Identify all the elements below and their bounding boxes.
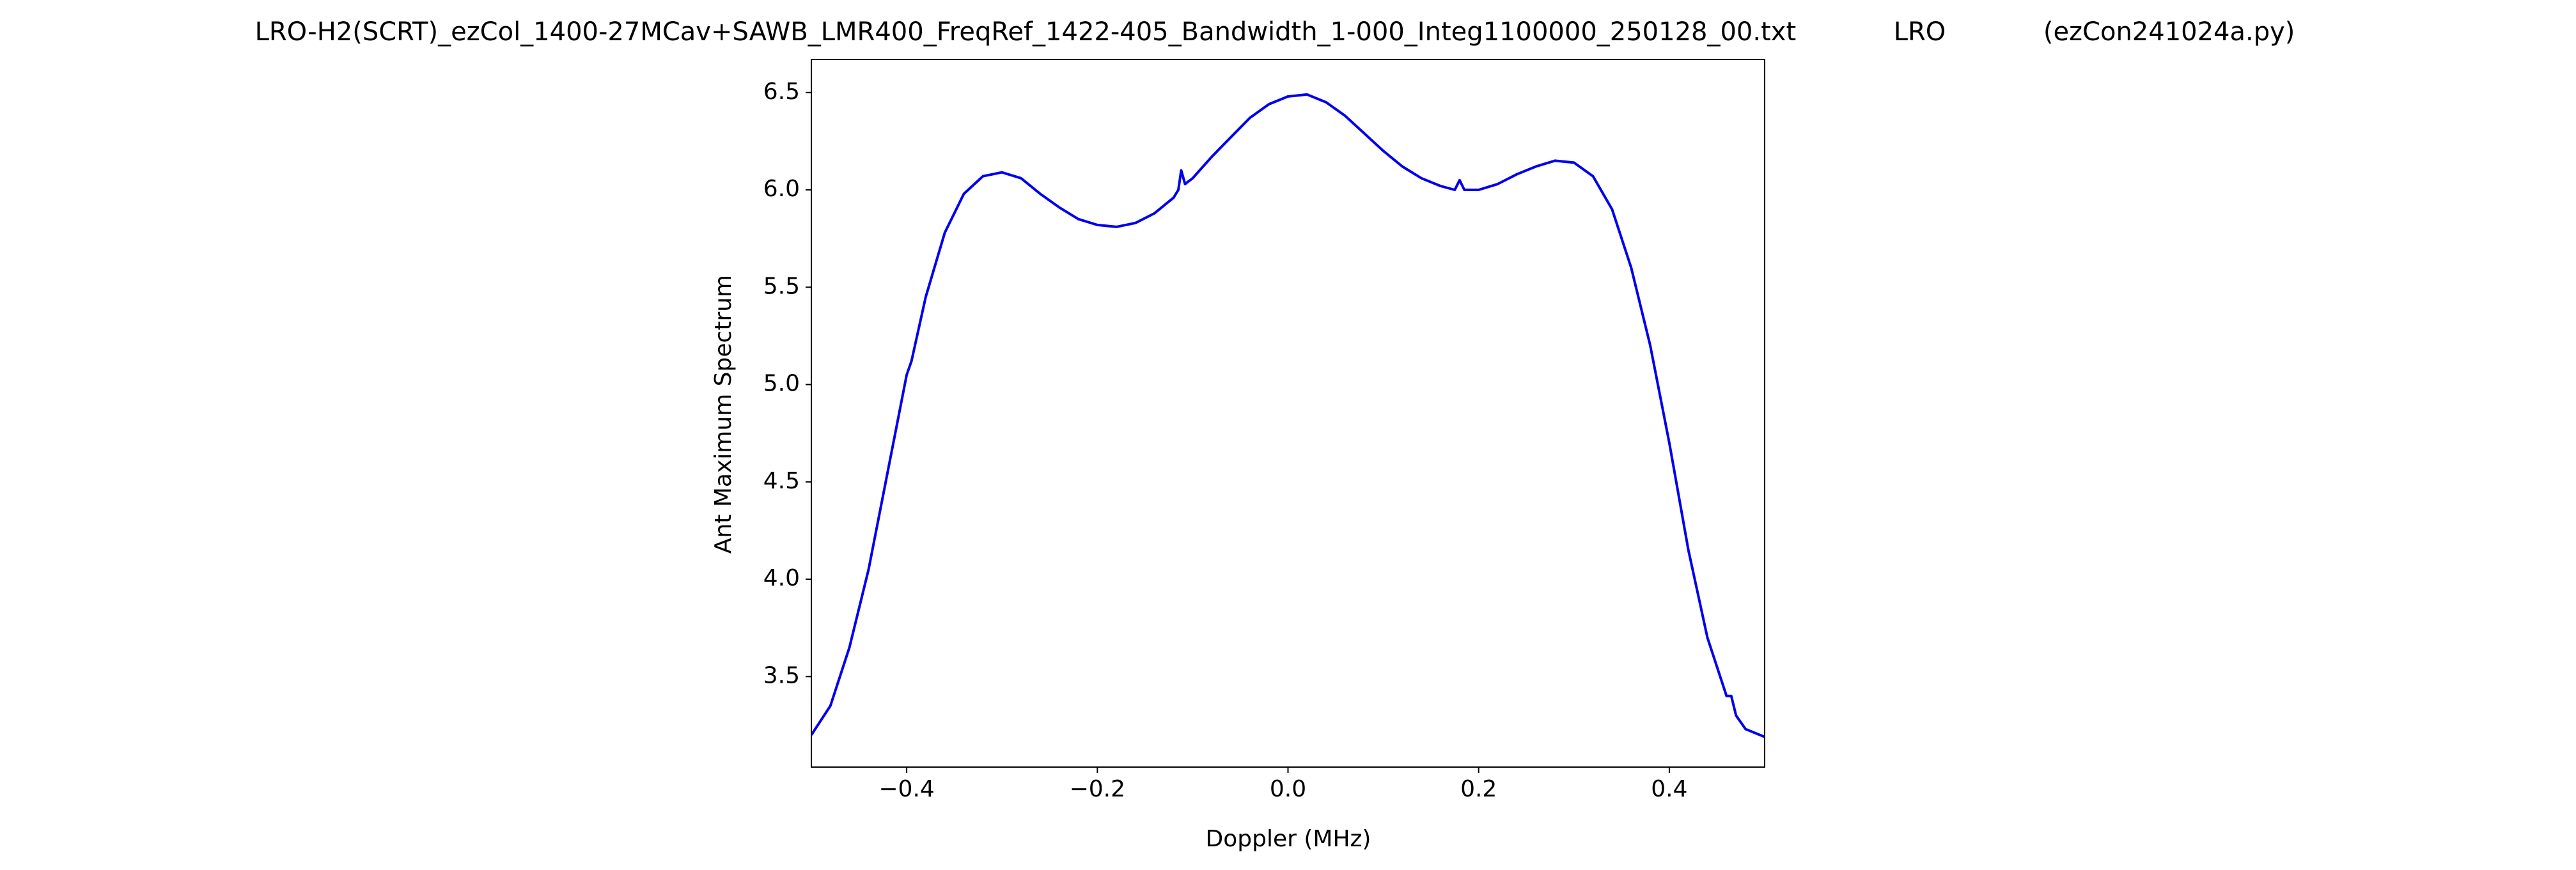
plot-frame [811, 59, 1765, 768]
chart-title: LRO-H2(SCRT)_ezCol_1400-27MCav+SAWB_LMR4… [255, 17, 2295, 47]
x-axis-label: Doppler (MHz) [1206, 826, 1371, 852]
y-tick-label: 3.5 [763, 662, 800, 688]
data-line [811, 93, 1765, 738]
y-tick-label: 5.0 [763, 371, 800, 397]
y-tick-label: 6.0 [763, 176, 800, 202]
y-axis-label: Ant Maximum Spectrum [710, 275, 737, 554]
x-tick-label: −0.2 [1070, 776, 1125, 802]
y-tick-label: 4.0 [763, 565, 800, 591]
x-tick-label: 0.2 [1460, 776, 1497, 802]
y-tick-label: 5.5 [763, 273, 800, 299]
x-tick-label: 0.4 [1651, 776, 1687, 802]
y-tick-label: 4.5 [763, 468, 800, 494]
x-tick-label: 0.0 [1270, 776, 1306, 802]
x-tick-label: −0.4 [878, 776, 934, 802]
y-tick-label: 6.5 [763, 79, 800, 105]
